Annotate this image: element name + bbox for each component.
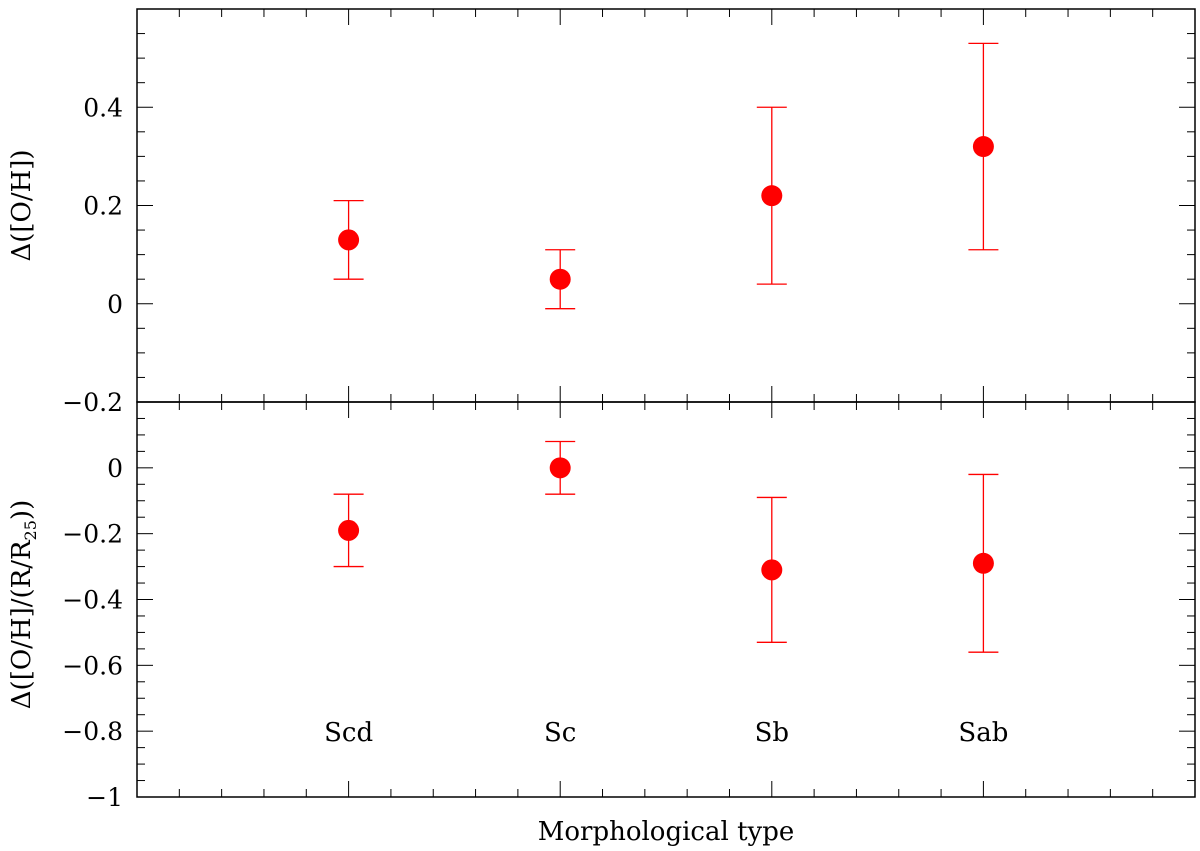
top-y-tick-label: 0.4 [83,93,123,122]
axes-layer [136,8,1196,798]
marks-layer [333,42,999,653]
bottom-y-axis-title: Δ([O/H]/(R/R25)) [7,500,40,709]
bottom-panel-frame [136,401,1196,798]
y-axis-title-main: Δ([O/H]/(R/R [7,539,37,709]
bottom-y-tick-label: −1 [86,783,123,812]
y-axis-title-tail: )) [7,500,37,520]
bottom-point-Scd [338,519,360,541]
bottom-y-tick-label: −0.6 [62,651,123,680]
top-y-tick-label: −0.2 [62,388,123,417]
type-label-Sab: Sab [958,718,1008,748]
bottom-y-tick-label: −0.8 [62,717,123,746]
top-y-axis-title: Δ([O/H]) [7,149,37,261]
top-point-Sc [549,268,571,290]
top-point-Sb [761,185,783,207]
y-axis-title-subscript: 25 [21,520,40,540]
bottom-point-Sc [549,457,571,479]
bottom-point-Sab [972,552,994,574]
labels-layer: −0.2 0 0.2 0.4 Δ([O/H]) −1 −0.8 −0.6 −0.4 −0.2 0 Sc… [7,93,1008,812]
bottom-point-Sb [761,559,783,581]
top-point-Scd [338,229,360,251]
type-label-Sc: Sc [544,718,576,748]
type-label-Scd: Scd [324,718,373,748]
bottom-y-tick-label: −0.4 [62,586,123,615]
top-y-tick-label: 0 [107,290,123,319]
top-panel-frame [136,8,1196,403]
top-y-tick-label: 0.2 [83,192,123,221]
bottom-y-tick-label: 0 [107,454,123,483]
type-label-Sb: Sb [755,718,789,748]
top-point-Sab [972,136,994,158]
bottom-y-tick-label: −0.2 [62,520,123,549]
x-axis-title: Morphological type [538,817,794,847]
